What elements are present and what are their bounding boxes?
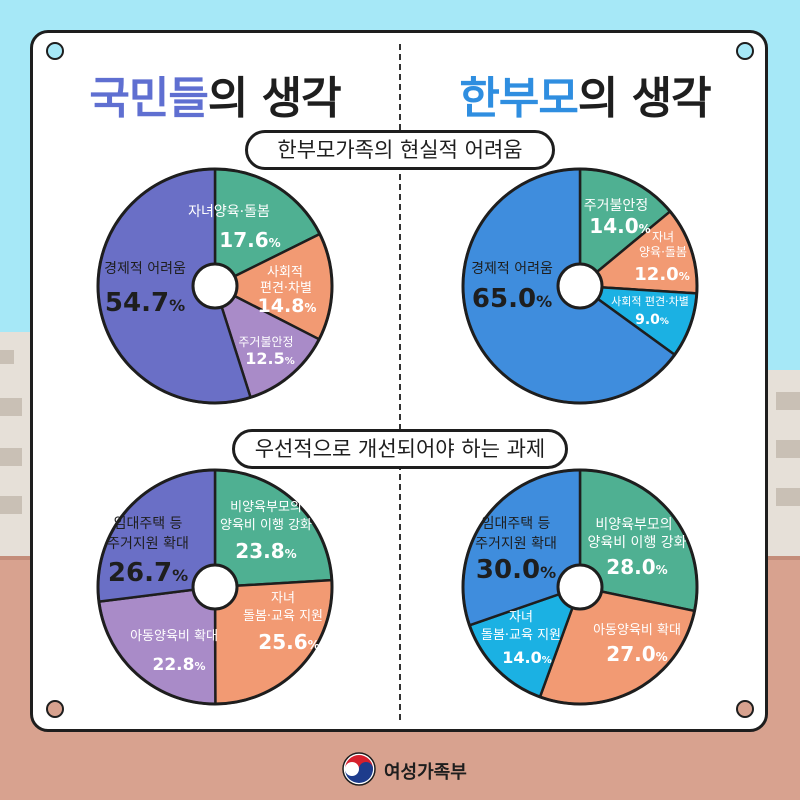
pie-slice-label: 비양육부모의 bbox=[230, 500, 302, 515]
pie-slice-label: 임대주택 등 bbox=[114, 516, 183, 532]
pie-outline bbox=[461, 468, 699, 706]
screw-top-left-icon bbox=[46, 42, 64, 60]
pie-slice-value: 14.0% bbox=[589, 214, 650, 238]
section-title-top: 한부모가족의 현실적 어려움 bbox=[245, 130, 555, 170]
pie-slice-label: 사회적 bbox=[267, 265, 303, 280]
org-name: 여성가족부 bbox=[384, 762, 467, 783]
pie-slice-value: 22.8% bbox=[153, 655, 206, 675]
pie-slice-value: 25.6% bbox=[258, 630, 319, 654]
center-divider bbox=[399, 44, 401, 720]
pie-outline bbox=[96, 167, 334, 405]
pie-slice-label: 돌봄·교육 지원 bbox=[243, 609, 323, 624]
screw-bottom-right-icon bbox=[736, 700, 754, 718]
pie-center-hole bbox=[556, 563, 604, 611]
pie-slice-label: 편견·차별 bbox=[260, 281, 312, 296]
header-left-highlight: 국민들 bbox=[89, 73, 208, 124]
header-right-highlight: 한부모 bbox=[459, 73, 578, 124]
pie-slice-value: 23.8% bbox=[235, 539, 296, 563]
pie-slice-label: 양육·돌봄 bbox=[639, 245, 687, 259]
taegeuk-icon bbox=[342, 752, 376, 786]
pie-slice-label: 주거불안정 bbox=[584, 198, 648, 214]
pie-slice-value: 17.6% bbox=[219, 228, 280, 252]
header-right: 한부모의 생각 bbox=[415, 62, 755, 126]
pie-slice-label: 자녀 bbox=[652, 230, 674, 244]
section-title-bottom: 우선적으로 개선되어야 하는 과제 bbox=[232, 429, 568, 469]
pie-slice-value: 65.0% bbox=[472, 284, 552, 314]
pie-slice-value: 26.7% bbox=[108, 558, 188, 588]
pie-slice-label: 경제적 어려움 bbox=[471, 261, 553, 277]
screw-top-right-icon bbox=[736, 42, 754, 60]
pie-slice-label: 임대주택 등 bbox=[482, 516, 551, 532]
header-left-rest: 의 생각 bbox=[207, 73, 342, 124]
pie-slice-label: 양육비 이행 강화 bbox=[587, 535, 686, 551]
pie-slice-value: 14.8% bbox=[258, 295, 317, 317]
pie-slice-label: 경제적 어려움 bbox=[104, 261, 186, 277]
pie-slice-label: 사회적 편견·차별 bbox=[611, 295, 689, 308]
pie-center-hole bbox=[556, 262, 604, 310]
pie-center-hole bbox=[191, 563, 239, 611]
pie-slice-value: 12.5% bbox=[245, 349, 295, 368]
pie-outline bbox=[461, 167, 699, 405]
pie-slice-label: 자녀 bbox=[509, 610, 533, 625]
pie-outline bbox=[96, 468, 334, 706]
pie-slice-value: 9.0% bbox=[635, 312, 669, 328]
pie-slice-value: 54.7% bbox=[105, 288, 185, 318]
pie-slice-value: 14.0% bbox=[502, 648, 552, 667]
pie-slice-label: 비양육부모의 bbox=[595, 517, 672, 533]
pie-slice-label: 아동양육비 확대 bbox=[130, 629, 218, 644]
pie-slice-label: 주거지원 확대 bbox=[107, 536, 189, 552]
pie-slice-label: 돌봄·교육 지원 bbox=[481, 628, 561, 643]
footer-logo: 여성가족부 bbox=[338, 748, 468, 788]
pie-slice-label: 자녀양육·돌봄 bbox=[188, 204, 270, 220]
header-left: 국민들의 생각 bbox=[45, 62, 385, 126]
pie-slice-value: 12.0% bbox=[634, 264, 689, 285]
pie-slice-value: 30.0% bbox=[476, 555, 556, 585]
pie-slice-label: 자녀 bbox=[271, 591, 295, 606]
pie-slice-value: 27.0% bbox=[606, 642, 667, 666]
pie-center-hole bbox=[191, 262, 239, 310]
pie-slice-value: 28.0% bbox=[606, 555, 667, 579]
screw-bottom-left-icon bbox=[46, 700, 64, 718]
header-right-rest: 의 생각 bbox=[577, 73, 712, 124]
pie-slice-label: 양육비 이행 강화 bbox=[220, 517, 312, 533]
pie-slice-label: 아동양육비 확대 bbox=[593, 623, 681, 638]
pie-slice-label: 주거지원 확대 bbox=[475, 536, 557, 552]
pie-slice bbox=[97, 585, 217, 706]
pie-slice-label: 주거불안정 bbox=[238, 335, 293, 349]
